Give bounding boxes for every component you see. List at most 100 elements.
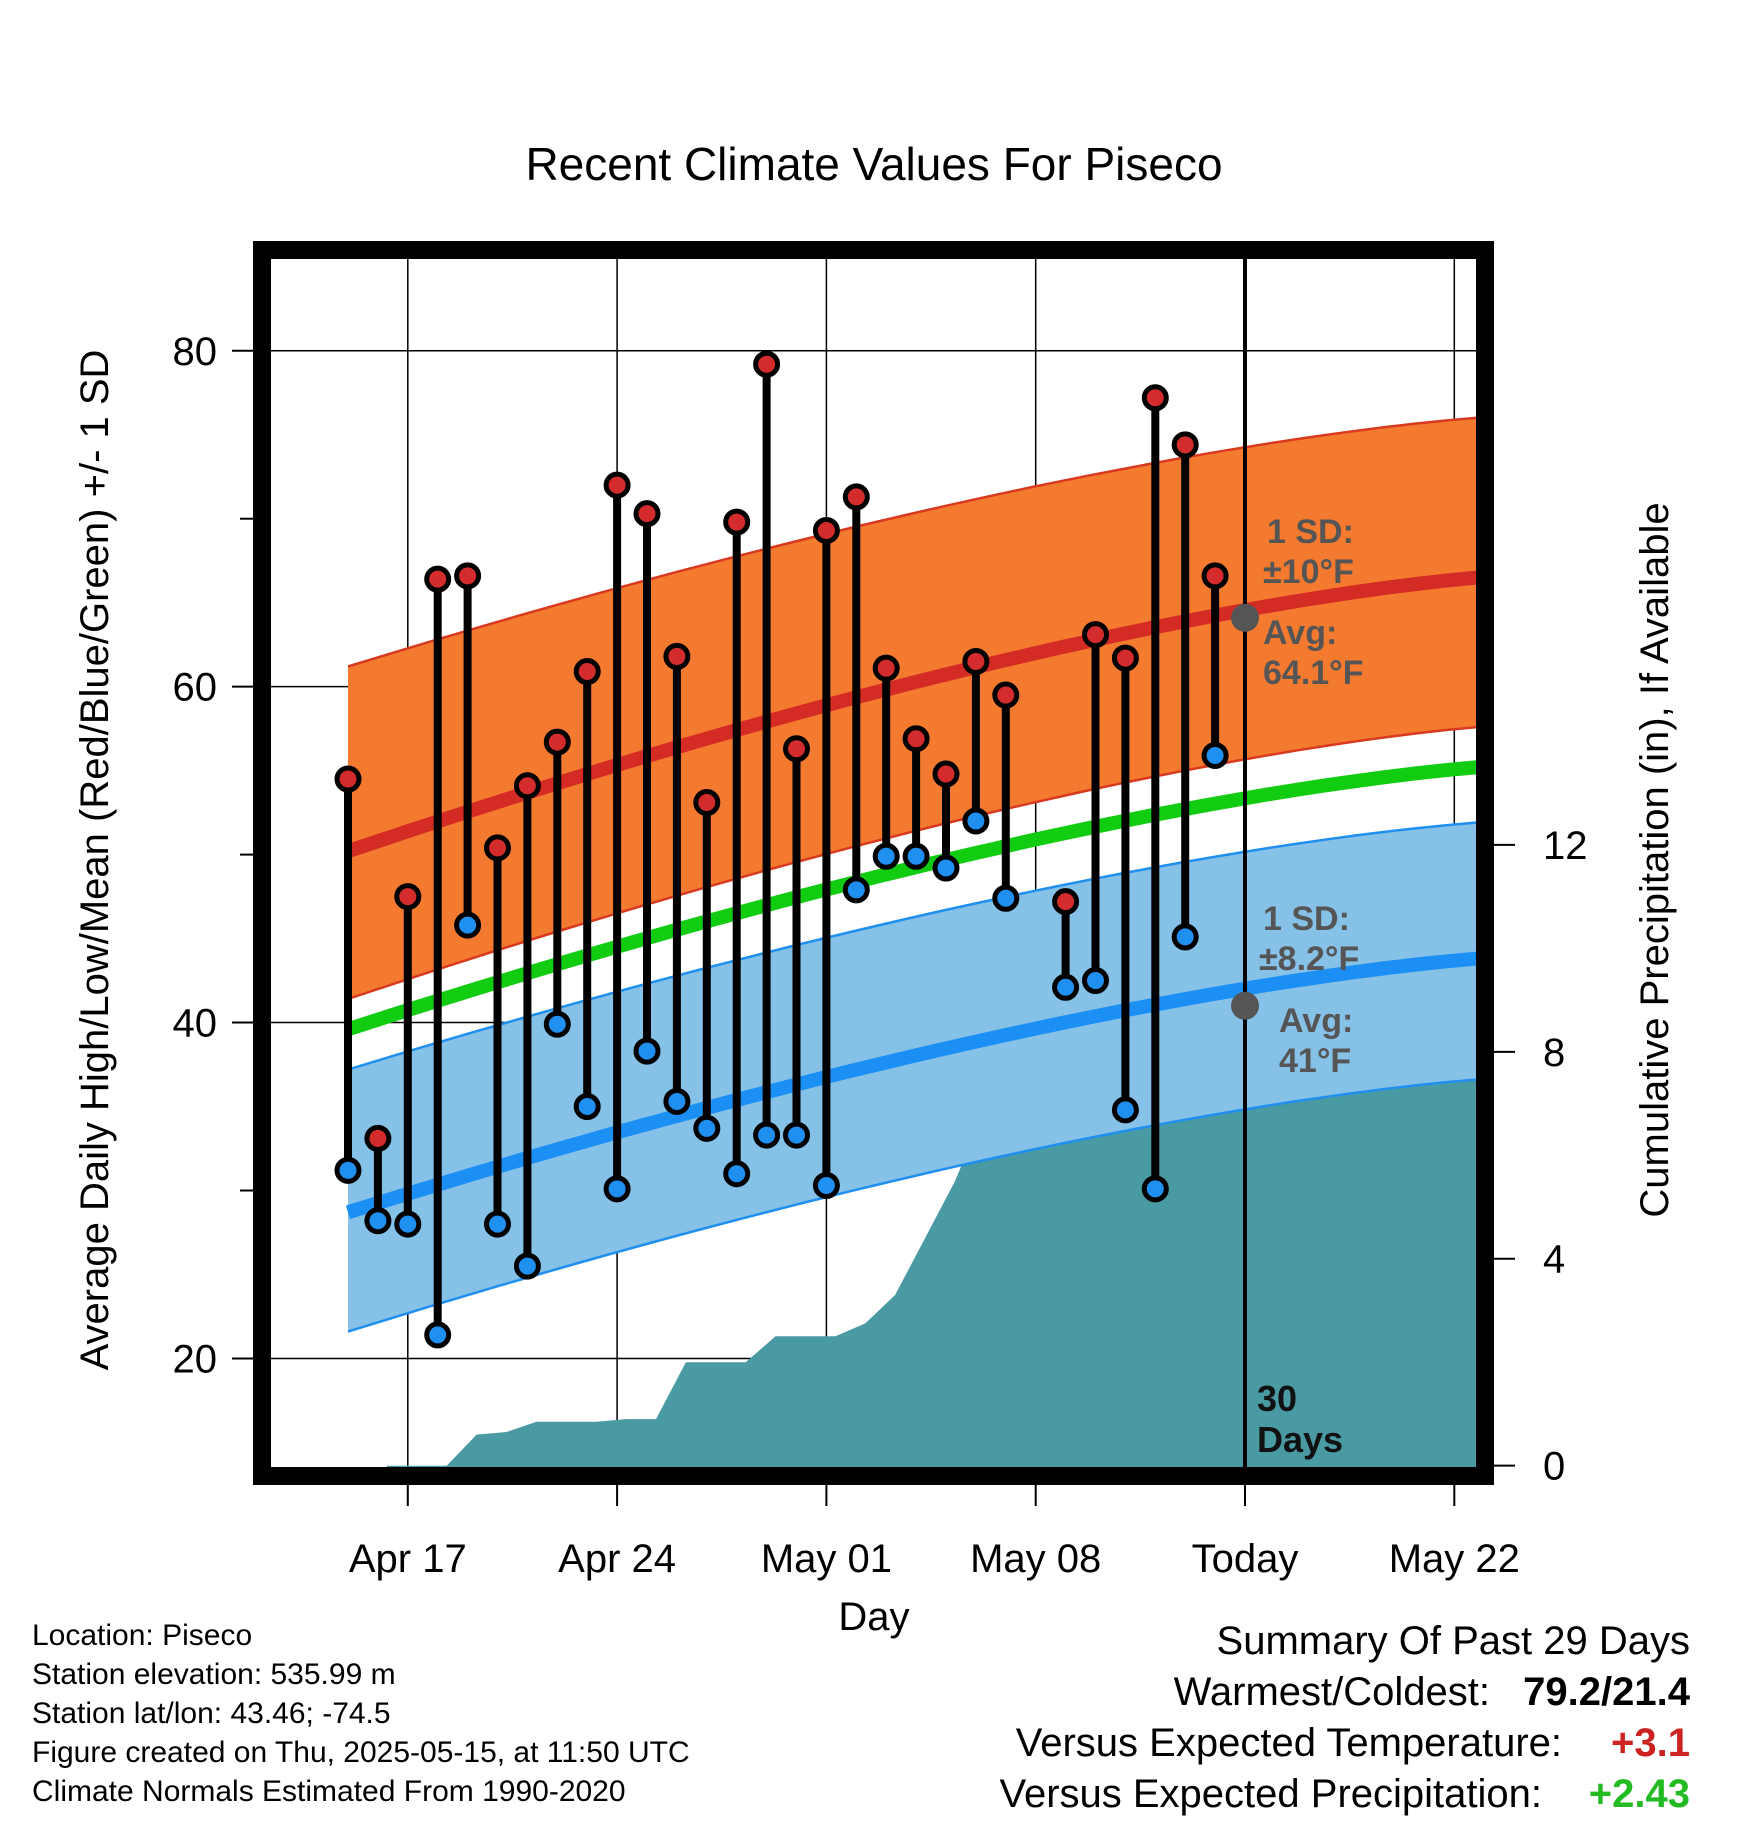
low-point: [932, 854, 960, 882]
high-point: [543, 728, 571, 756]
summary-panel: Summary Of Past 29 Days Warmest/Coldest:…: [999, 1616, 1690, 1820]
high-point: [1171, 431, 1199, 459]
low-point: [783, 1121, 810, 1149]
high-point: [364, 1124, 392, 1152]
temp-label: Versus Expected Temperature:: [1015, 1721, 1562, 1765]
low-point: [992, 884, 1020, 912]
high-avg-label: Avg:: [1263, 614, 1337, 652]
low-point: [1082, 967, 1109, 995]
x-tick-label-1: Apr 24: [558, 1537, 676, 1581]
x-tick-label-0: Apr 17: [349, 1537, 467, 1581]
high-mean-line: [345, 569, 1485, 858]
low-point: [1171, 923, 1199, 951]
high-point: [513, 772, 541, 800]
high-sd-lower-edge: [347, 725, 1485, 1001]
summary-temp-row: Versus Expected Temperature: +3.1: [999, 1718, 1690, 1769]
low-point: [723, 1160, 751, 1188]
low-point: [1141, 1175, 1169, 1203]
high-point: [454, 562, 482, 590]
high-point: [932, 760, 960, 788]
y-tick-label-2: 60: [173, 666, 218, 710]
low-point: [603, 1175, 631, 1203]
high-point: [1111, 644, 1139, 672]
high-point: [783, 735, 810, 763]
low-avg-label: Avg:: [1279, 1002, 1353, 1040]
high-point: [1082, 621, 1109, 649]
low-point: [753, 1121, 781, 1149]
low-sd-lower-edge: [347, 1077, 1485, 1333]
high-point: [902, 725, 930, 753]
y-tick-label-1: 40: [173, 1002, 218, 1046]
low-point: [902, 842, 930, 870]
x-tick-label-4: Today: [1192, 1537, 1299, 1581]
high-point: [1141, 384, 1169, 412]
high-point: [484, 834, 511, 862]
high-sd-upper-edge: [347, 415, 1485, 668]
high-point: [992, 681, 1020, 709]
high-point: [1052, 888, 1080, 916]
high-point: [872, 654, 900, 682]
today-days-label: Days: [1257, 1419, 1343, 1460]
high-point: [633, 500, 661, 528]
high-point: [1201, 562, 1229, 590]
y2-tick-label-1: 4: [1543, 1238, 1565, 1282]
warmest-label: Warmest/Coldest:: [1173, 1670, 1490, 1714]
high-point: [334, 765, 362, 793]
high-point: [394, 883, 422, 911]
low-point: [454, 911, 482, 939]
high-sd-band: [348, 417, 1485, 999]
low-avg-marker: [1231, 991, 1259, 1020]
low-avg-value: 41°F: [1279, 1042, 1351, 1080]
low-point: [663, 1087, 691, 1115]
high-point: [842, 483, 870, 511]
station-info: Location: Piseco Station elevation: 535.…: [32, 1616, 690, 1811]
x-tick-label-3: May 08: [970, 1537, 1101, 1581]
precip-label: Versus Expected Precipitation:: [999, 1772, 1542, 1816]
x-tick-label-2: May 01: [761, 1537, 892, 1581]
chart-title: Recent Climate Values For Piseco: [525, 138, 1222, 190]
high-point: [812, 516, 840, 544]
high-point: [723, 508, 751, 536]
high-avg-value: 64.1°F: [1263, 654, 1364, 692]
y2-tick-label-2: 8: [1543, 1031, 1565, 1075]
low-sd-band: [348, 821, 1485, 1332]
high-point: [962, 647, 990, 675]
created-text: Figure created on Thu, 2025-05-15, at 11…: [32, 1736, 690, 1769]
summary-precip-row: Versus Expected Precipitation: +2.43: [999, 1769, 1690, 1820]
high-sd-value: ±10°F: [1263, 553, 1354, 591]
precip-value: +2.43: [1588, 1772, 1690, 1816]
low-point: [633, 1037, 661, 1065]
location-text: Location: Piseco: [32, 1619, 253, 1652]
high-point: [424, 565, 452, 593]
latlon-text: Station lat/lon: 43.46; -74.5: [32, 1697, 391, 1730]
low-point: [693, 1114, 721, 1142]
summary-warmest-row: Warmest/Coldest: 79.2/21.4: [999, 1667, 1690, 1718]
low-point: [484, 1210, 511, 1238]
low-point: [812, 1171, 840, 1199]
low-sd-label: 1 SD:: [1263, 900, 1350, 938]
temp-value: +3.1: [1611, 1721, 1690, 1765]
y-tick-label-0: 20: [173, 1337, 218, 1381]
high-point: [663, 642, 691, 670]
plot-frame: [253, 241, 1494, 1485]
high-avg-marker: [1231, 603, 1259, 632]
low-point: [842, 876, 870, 904]
low-point: [962, 807, 990, 835]
y-axis-title: Average Daily High/Low/Mean (Red/Blue/Gr…: [73, 350, 117, 1371]
low-point: [513, 1252, 541, 1280]
low-point: [364, 1207, 392, 1235]
low-point: [1111, 1096, 1139, 1124]
low-point: [424, 1321, 452, 1349]
low-point: [1201, 742, 1229, 770]
y2-tick-label-0: 0: [1543, 1445, 1565, 1489]
low-point: [394, 1210, 422, 1238]
low-sd-value: ±8.2°F: [1259, 940, 1359, 978]
low-point: [1052, 973, 1080, 1001]
high-point: [753, 350, 781, 378]
low-sd-upper-edge: [347, 820, 1485, 1071]
summary-heading: Summary Of Past 29 Days: [1216, 1619, 1690, 1663]
high-point: [603, 471, 631, 499]
high-point: [693, 789, 721, 817]
high-sd-label: 1 SD:: [1267, 513, 1354, 551]
